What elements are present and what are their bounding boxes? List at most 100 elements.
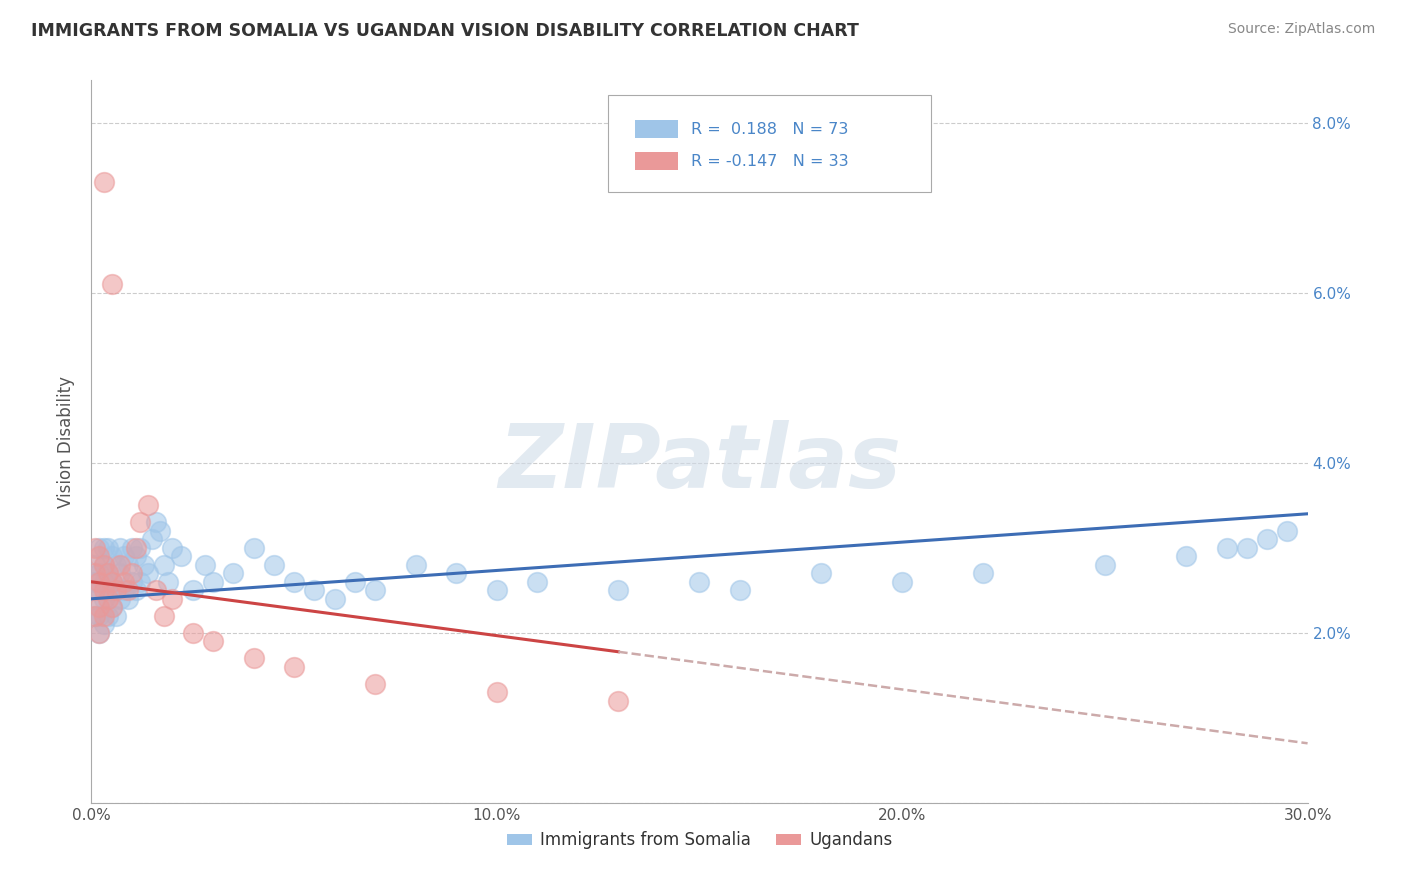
- Point: [485, 583, 508, 598]
- Point: [607, 583, 630, 598]
- Point: [323, 591, 346, 606]
- Point: [97, 566, 120, 581]
- Point: [104, 558, 127, 572]
- Point: [89, 541, 111, 555]
- Point: [688, 574, 710, 589]
- Text: IMMIGRANTS FROM SOMALIA VS UGANDAN VISION DISABILITY CORRELATION CHART: IMMIGRANTS FROM SOMALIA VS UGANDAN VISIO…: [31, 22, 859, 40]
- Point: [93, 608, 115, 623]
- Point: [104, 608, 127, 623]
- Text: ZIPatlas: ZIPatlas: [498, 420, 901, 507]
- Point: [202, 574, 225, 589]
- Point: [97, 608, 120, 623]
- FancyBboxPatch shape: [636, 120, 678, 138]
- Point: [153, 558, 176, 572]
- Point: [136, 498, 159, 512]
- Point: [117, 583, 139, 598]
- Point: [100, 574, 122, 589]
- Point: [1277, 524, 1299, 538]
- Point: [149, 524, 172, 538]
- Point: [97, 541, 120, 555]
- Point: [108, 558, 131, 572]
- Point: [169, 549, 191, 564]
- Point: [485, 685, 508, 699]
- Point: [97, 591, 120, 606]
- Point: [89, 600, 111, 615]
- Point: [202, 634, 225, 648]
- Point: [129, 516, 152, 530]
- Point: [84, 608, 107, 623]
- Point: [89, 625, 111, 640]
- Point: [162, 541, 184, 555]
- Point: [1175, 549, 1198, 564]
- Point: [100, 600, 122, 615]
- FancyBboxPatch shape: [636, 153, 678, 170]
- Point: [283, 574, 305, 589]
- Point: [526, 574, 548, 589]
- Point: [100, 600, 122, 615]
- Point: [89, 608, 111, 623]
- Point: [84, 608, 107, 623]
- Point: [242, 541, 264, 555]
- Point: [125, 541, 148, 555]
- Point: [129, 574, 152, 589]
- Point: [283, 660, 305, 674]
- Text: R =  0.188   N = 73: R = 0.188 N = 73: [690, 122, 848, 136]
- Point: [84, 574, 107, 589]
- Point: [145, 583, 167, 598]
- Point: [242, 651, 264, 665]
- Point: [112, 549, 135, 564]
- Point: [263, 558, 285, 572]
- Point: [84, 591, 107, 606]
- Point: [125, 583, 148, 598]
- Point: [100, 574, 122, 589]
- Point: [93, 574, 115, 589]
- Point: [121, 566, 143, 581]
- Point: [112, 583, 135, 598]
- Point: [1236, 541, 1258, 555]
- Point: [364, 677, 387, 691]
- Point: [84, 583, 107, 598]
- Point: [157, 574, 180, 589]
- Point: [104, 583, 127, 598]
- Point: [117, 591, 139, 606]
- Point: [108, 591, 131, 606]
- Point: [132, 558, 155, 572]
- Point: [891, 574, 914, 589]
- Point: [343, 574, 366, 589]
- Point: [162, 591, 184, 606]
- Point: [444, 566, 467, 581]
- Point: [181, 583, 204, 598]
- Point: [304, 583, 326, 598]
- Point: [89, 583, 111, 598]
- Point: [93, 175, 115, 189]
- Point: [84, 558, 107, 572]
- Point: [136, 566, 159, 581]
- Point: [121, 574, 143, 589]
- Point: [108, 566, 131, 581]
- Point: [1256, 533, 1278, 547]
- Y-axis label: Vision Disability: Vision Disability: [58, 376, 76, 508]
- Point: [93, 583, 115, 598]
- Point: [84, 541, 107, 555]
- Text: Source: ZipAtlas.com: Source: ZipAtlas.com: [1227, 22, 1375, 37]
- Point: [100, 277, 122, 292]
- Point: [104, 583, 127, 598]
- Point: [1215, 541, 1237, 555]
- Legend: Immigrants from Somalia, Ugandans: Immigrants from Somalia, Ugandans: [501, 824, 898, 856]
- Point: [89, 549, 111, 564]
- Point: [93, 617, 115, 632]
- Point: [89, 566, 111, 581]
- Point: [125, 549, 148, 564]
- Point: [97, 566, 120, 581]
- Point: [93, 558, 115, 572]
- Point: [364, 583, 387, 598]
- Point: [607, 694, 630, 708]
- Point: [405, 558, 427, 572]
- Point: [89, 625, 111, 640]
- Point: [93, 541, 115, 555]
- Point: [121, 541, 143, 555]
- Point: [145, 516, 167, 530]
- Point: [112, 574, 135, 589]
- Point: [97, 583, 120, 598]
- Point: [222, 566, 245, 581]
